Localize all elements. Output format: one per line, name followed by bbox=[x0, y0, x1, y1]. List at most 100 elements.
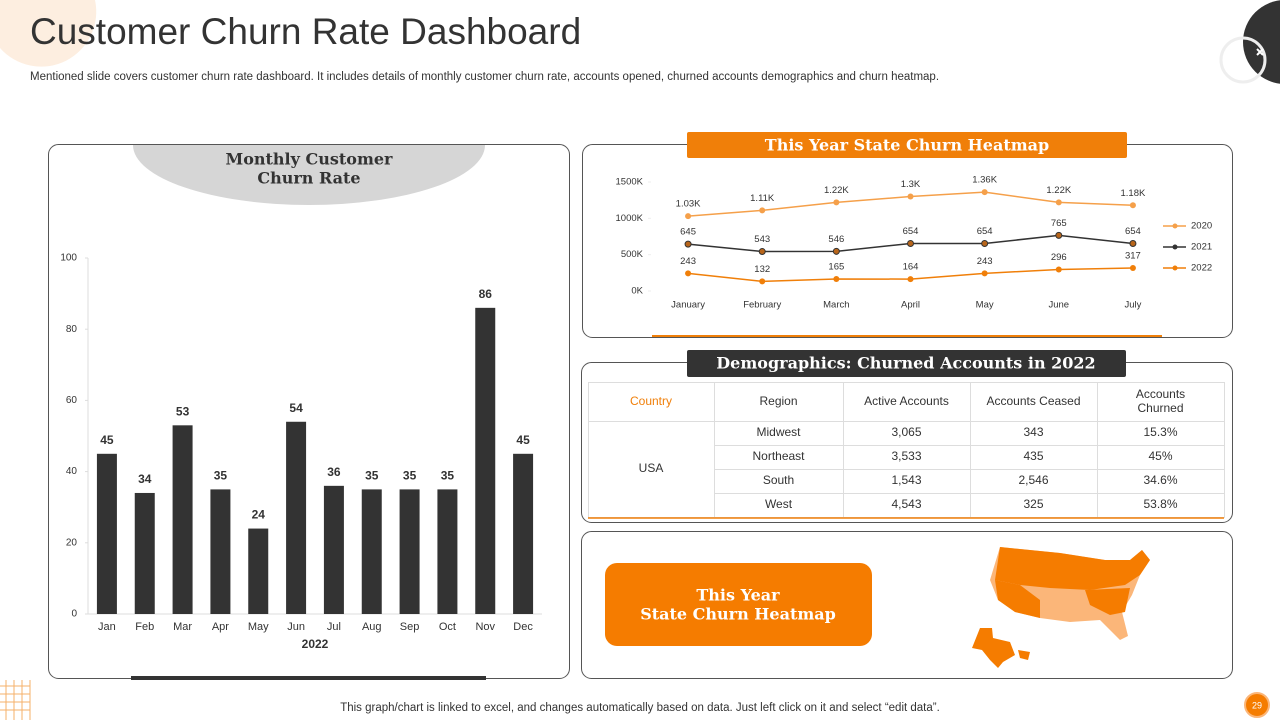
page-badge bbox=[1244, 692, 1270, 718]
bar-title: Monthly Customer bbox=[226, 150, 394, 169]
data-label: 35 bbox=[403, 469, 417, 483]
x-tick-label: March bbox=[823, 300, 849, 311]
data-label: 45 bbox=[516, 433, 530, 447]
y-tick-label: 0K bbox=[631, 286, 643, 297]
legend-marker bbox=[1172, 265, 1178, 271]
table-cell: 3,533 bbox=[891, 449, 921, 463]
point bbox=[907, 276, 914, 283]
data-label: 35 bbox=[365, 469, 379, 483]
legend-label: 2022 bbox=[1191, 263, 1212, 274]
y-tick-label: 80 bbox=[66, 324, 78, 335]
data-label: 34 bbox=[138, 472, 152, 486]
y-tick-label: 500K bbox=[621, 249, 644, 260]
table-cell: 34.6% bbox=[1143, 473, 1177, 487]
table-cell: 3,065 bbox=[891, 425, 921, 439]
point bbox=[759, 278, 766, 285]
table-cell: West bbox=[765, 497, 793, 511]
data-label: 1.03K bbox=[676, 199, 701, 210]
legend-label: 2021 bbox=[1191, 242, 1212, 253]
y-tick-label: 1000K bbox=[616, 213, 644, 224]
data-label: 654 bbox=[977, 226, 993, 237]
data-label: 654 bbox=[1125, 226, 1141, 237]
x-tick-label: June bbox=[1048, 300, 1069, 311]
data-label: 1.22K bbox=[1046, 185, 1071, 196]
point bbox=[758, 248, 766, 256]
x-tick-label: February bbox=[743, 300, 781, 311]
bar-title: Churn Rate bbox=[257, 169, 360, 188]
data-label: 243 bbox=[977, 256, 993, 267]
bar bbox=[172, 425, 193, 614]
point bbox=[907, 193, 914, 200]
table-cell: 2,546 bbox=[1018, 473, 1048, 487]
y-tick-label: 0 bbox=[71, 609, 77, 620]
data-label: 1.3K bbox=[901, 179, 921, 190]
data-label: 1.18K bbox=[1121, 188, 1146, 199]
page-number: 29 bbox=[1252, 700, 1262, 710]
x-tick-label: Aug bbox=[362, 621, 382, 633]
x-tick-label: Jan bbox=[98, 621, 116, 633]
y-tick-label: 20 bbox=[66, 537, 78, 548]
table-header: Country bbox=[630, 394, 672, 408]
data-label: 24 bbox=[252, 508, 266, 522]
table-cell: 4,543 bbox=[891, 497, 921, 511]
point bbox=[1055, 266, 1062, 273]
table-title-box bbox=[687, 350, 1126, 377]
table-cell: 343 bbox=[1023, 425, 1043, 439]
close-icon[interactable] bbox=[1256, 48, 1264, 56]
banner-text: This Year bbox=[696, 586, 780, 605]
x-tick-label: January bbox=[671, 300, 705, 311]
x-axis-label: 2022 bbox=[302, 637, 329, 651]
data-label: 35 bbox=[441, 469, 455, 483]
x-tick-label: May bbox=[248, 621, 269, 633]
table-frame bbox=[588, 382, 1225, 518]
x-tick-label: Sep bbox=[400, 621, 420, 633]
line-panel-accent bbox=[652, 335, 1162, 337]
x-tick-label: Apr bbox=[212, 621, 229, 633]
data-label: 45 bbox=[100, 433, 114, 447]
corner-decoration bbox=[0, 0, 97, 67]
banner-box[interactable] bbox=[605, 563, 872, 646]
data-label: 164 bbox=[903, 262, 919, 273]
bar bbox=[475, 307, 496, 614]
point bbox=[833, 199, 840, 206]
data-label: 86 bbox=[479, 287, 493, 301]
x-tick-label: Jul bbox=[327, 621, 341, 633]
bar bbox=[248, 528, 269, 614]
y-tick-label: 1500K bbox=[616, 177, 644, 188]
data-label: 654 bbox=[903, 226, 919, 237]
point bbox=[981, 189, 988, 196]
grid-decoration bbox=[0, 680, 31, 720]
subtitle: Mentioned slide covers customer churn ra… bbox=[30, 71, 939, 83]
point bbox=[685, 213, 692, 220]
bar bbox=[513, 453, 534, 614]
data-label: 35 bbox=[214, 469, 228, 483]
data-label: 546 bbox=[828, 234, 844, 245]
point bbox=[759, 207, 766, 214]
bar bbox=[361, 489, 382, 614]
table-cell: South bbox=[763, 473, 794, 487]
table-header: Accounts Ceased bbox=[986, 394, 1080, 408]
table-title: Demographics: Churned Accounts in 2022 bbox=[716, 354, 1095, 373]
legend-label: 2020 bbox=[1191, 221, 1212, 232]
data-label: 132 bbox=[754, 264, 770, 275]
x-tick-label: May bbox=[976, 300, 994, 311]
table-header: Accounts Churned bbox=[1136, 387, 1185, 415]
y-tick-label: 100 bbox=[60, 253, 77, 264]
point bbox=[685, 270, 692, 277]
x-tick-label: Jun bbox=[287, 621, 305, 633]
data-label: 296 bbox=[1051, 252, 1067, 263]
table-cell: Midwest bbox=[756, 425, 801, 439]
data-label: 53 bbox=[176, 404, 190, 418]
data-label: 243 bbox=[680, 256, 696, 267]
point bbox=[981, 270, 988, 277]
x-tick-label: Nov bbox=[475, 621, 495, 633]
point bbox=[1129, 202, 1136, 209]
table-cell: USA bbox=[639, 461, 664, 475]
point bbox=[1055, 199, 1062, 206]
bar bbox=[399, 489, 420, 614]
x-tick-label: Dec bbox=[513, 621, 533, 633]
point bbox=[907, 239, 914, 247]
data-label: 36 bbox=[327, 465, 341, 479]
data-label: 645 bbox=[680, 227, 696, 238]
